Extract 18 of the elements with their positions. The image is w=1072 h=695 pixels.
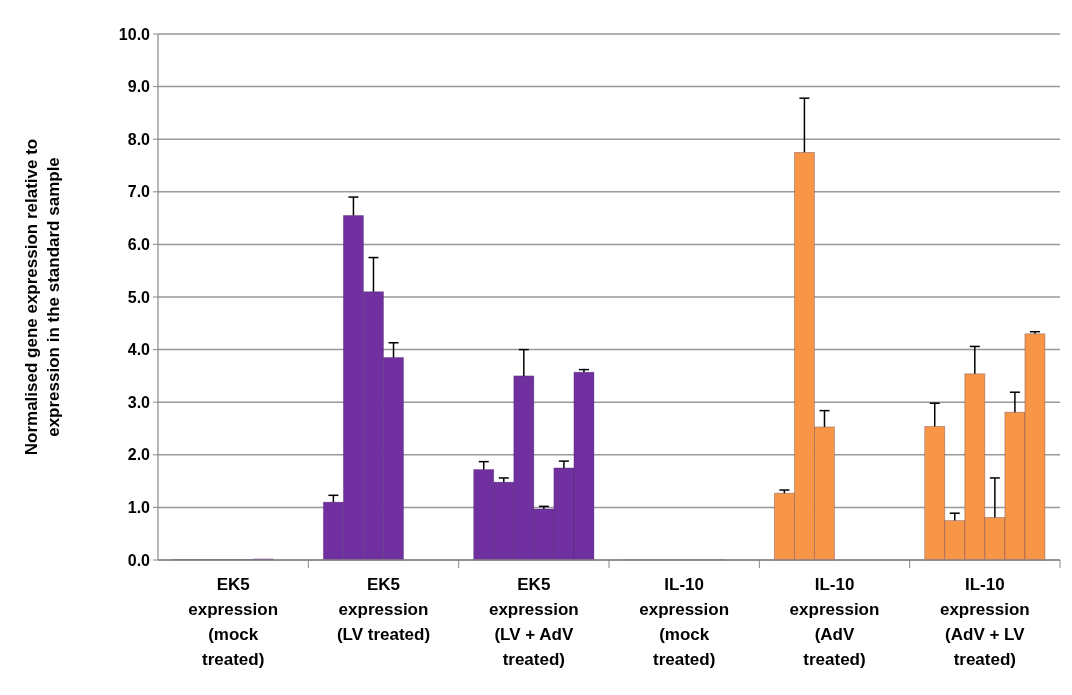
x-tick-label: EK5 expression (mock treated) xyxy=(188,575,279,669)
x-tick-label: IL-10 expression (AdV + LV treated) xyxy=(939,575,1030,669)
y-tick-label: 5.0 xyxy=(127,288,151,306)
x-tick-label: IL-10 expression (mock treated) xyxy=(639,575,730,669)
x-tick-label: EK5 expression (LV treated) xyxy=(336,575,431,644)
y-tick-label: 8.0 xyxy=(127,130,151,148)
y-tick-label: 9.0 xyxy=(127,78,151,96)
y-tick-label: 4.0 xyxy=(127,341,151,359)
x-tick-label: EK5 expression (LV + AdV treated) xyxy=(488,575,579,669)
y-tick-label: 7.0 xyxy=(127,183,151,201)
y-tick-label: 3.0 xyxy=(127,393,151,411)
y-tick-label: 10.0 xyxy=(118,25,151,43)
y-tick-label: 1.0 xyxy=(127,499,151,516)
x-tick-label: IL-10 expression (AdV treated) xyxy=(789,575,880,669)
y-axis-title: Normalised gene expression relative to expression in the standard sample xyxy=(22,138,63,456)
y-tick-label: 0.0 xyxy=(127,551,151,569)
y-tick-label: 2.0 xyxy=(127,446,151,464)
y-tick-label: 6.0 xyxy=(127,236,151,253)
